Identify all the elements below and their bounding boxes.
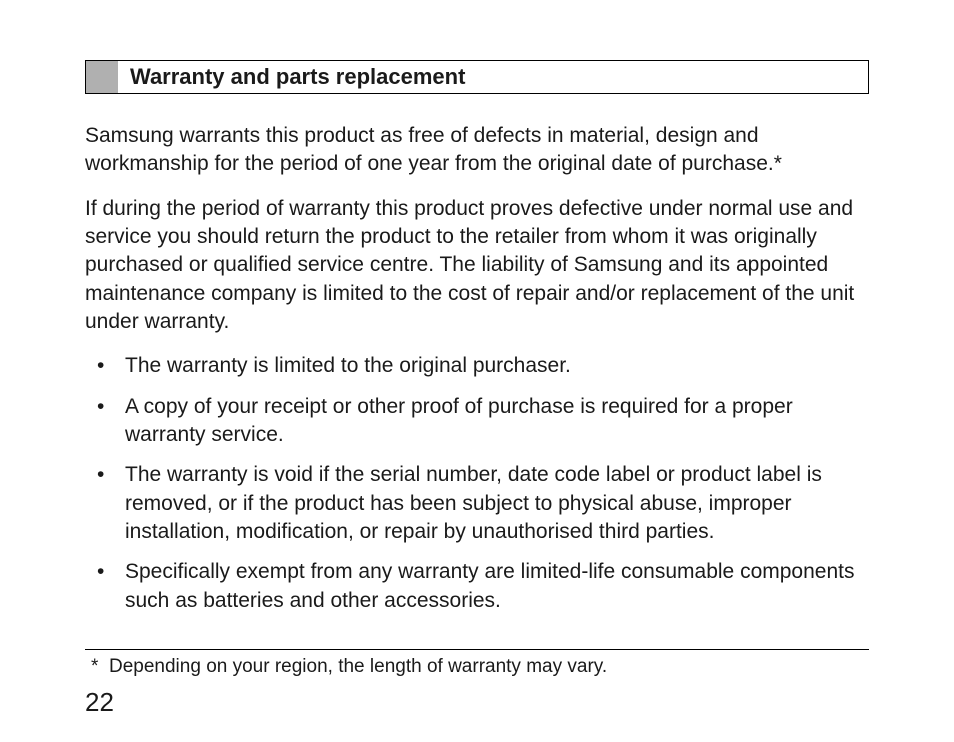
bullet-item: Specifically exempt from any warranty ar… bbox=[85, 558, 869, 615]
bullet-item: A copy of your receipt or other proof of… bbox=[85, 393, 869, 450]
warranty-bullet-list: The warranty is limited to the original … bbox=[85, 352, 869, 615]
footnote-text: Depending on your region, the length of … bbox=[85, 655, 869, 680]
bullet-item: The warranty is void if the serial numbe… bbox=[85, 461, 869, 546]
footnote-divider bbox=[85, 649, 869, 650]
bullet-item: The warranty is limited to the original … bbox=[85, 352, 869, 380]
intro-paragraph-1: Samsung warrants this product as free of… bbox=[85, 122, 869, 179]
document-page: Warranty and parts replacement Samsung w… bbox=[0, 0, 954, 742]
heading-square-icon bbox=[86, 61, 118, 93]
section-body: Samsung warrants this product as free of… bbox=[85, 122, 869, 615]
section-heading: Warranty and parts replacement bbox=[118, 61, 868, 93]
section-heading-bar: Warranty and parts replacement bbox=[85, 60, 869, 94]
page-number: 22 bbox=[85, 687, 114, 718]
intro-paragraph-2: If during the period of warranty this pr… bbox=[85, 195, 869, 337]
